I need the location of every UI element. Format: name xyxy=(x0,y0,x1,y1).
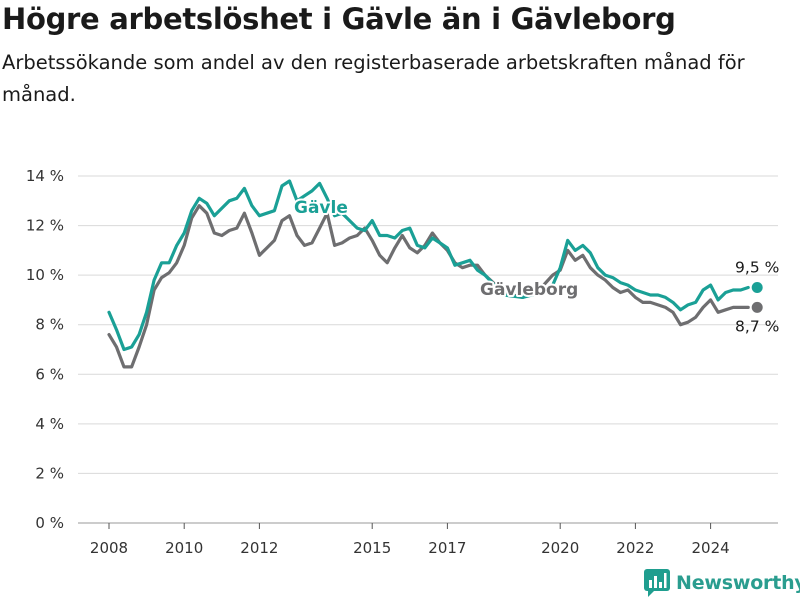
y-tick-label: 10 % xyxy=(26,266,64,284)
y-tick-label: 14 % xyxy=(26,167,64,185)
series-line-gavle xyxy=(107,179,750,352)
series-labels: Gävle Gävleborg 9,5 % 8,7 % xyxy=(292,196,779,335)
newsworthy-logo-icon xyxy=(644,569,670,597)
y-tick-label: 4 % xyxy=(35,415,64,433)
series-label-gavleborg: Gävleborg xyxy=(480,280,578,300)
grid-lines xyxy=(78,175,778,524)
series-endpoint-gavleborg xyxy=(751,301,763,313)
chart-title: Högre arbetslöshet i Gävle än i Gävlebor… xyxy=(2,2,676,36)
newsworthy-logo: Newsworthy xyxy=(644,569,800,597)
y-tick-label: 8 % xyxy=(35,316,64,334)
x-tick-label: 2010 xyxy=(165,539,203,557)
end-label-gavleborg: 8,7 % xyxy=(735,317,779,335)
y-tick-label: 0 % xyxy=(35,514,64,532)
brand-name: Newsworthy xyxy=(676,572,800,594)
y-tick-label: 12 % xyxy=(26,217,64,235)
y-tick-label: 6 % xyxy=(35,365,64,383)
x-axis-ticks: 2008 2010 2012 2015 2017 2020 2022 2024 xyxy=(90,523,730,557)
chart-subtitle: Arbetssökande som andel av den registerb… xyxy=(2,51,745,106)
series-lines xyxy=(107,179,763,369)
x-tick-label: 2020 xyxy=(541,539,579,557)
series-label-gavle: Gävle xyxy=(294,198,348,218)
series-endpoint-gavle xyxy=(751,282,763,294)
x-tick-label: 2015 xyxy=(353,539,391,557)
y-tick-label: 2 % xyxy=(35,464,64,482)
x-tick-label: 2012 xyxy=(240,539,278,557)
x-tick-label: 2017 xyxy=(428,539,466,557)
x-tick-label: 2024 xyxy=(692,539,730,557)
series-line-gavleborg xyxy=(107,204,750,369)
x-tick-label: 2022 xyxy=(616,539,654,557)
x-tick-label: 2008 xyxy=(90,539,128,557)
y-axis-ticks: 0 % 2 % 4 % 6 % 8 % 10 % 12 % 14 % xyxy=(26,167,64,532)
end-label-gavle: 9,5 % xyxy=(735,259,779,277)
